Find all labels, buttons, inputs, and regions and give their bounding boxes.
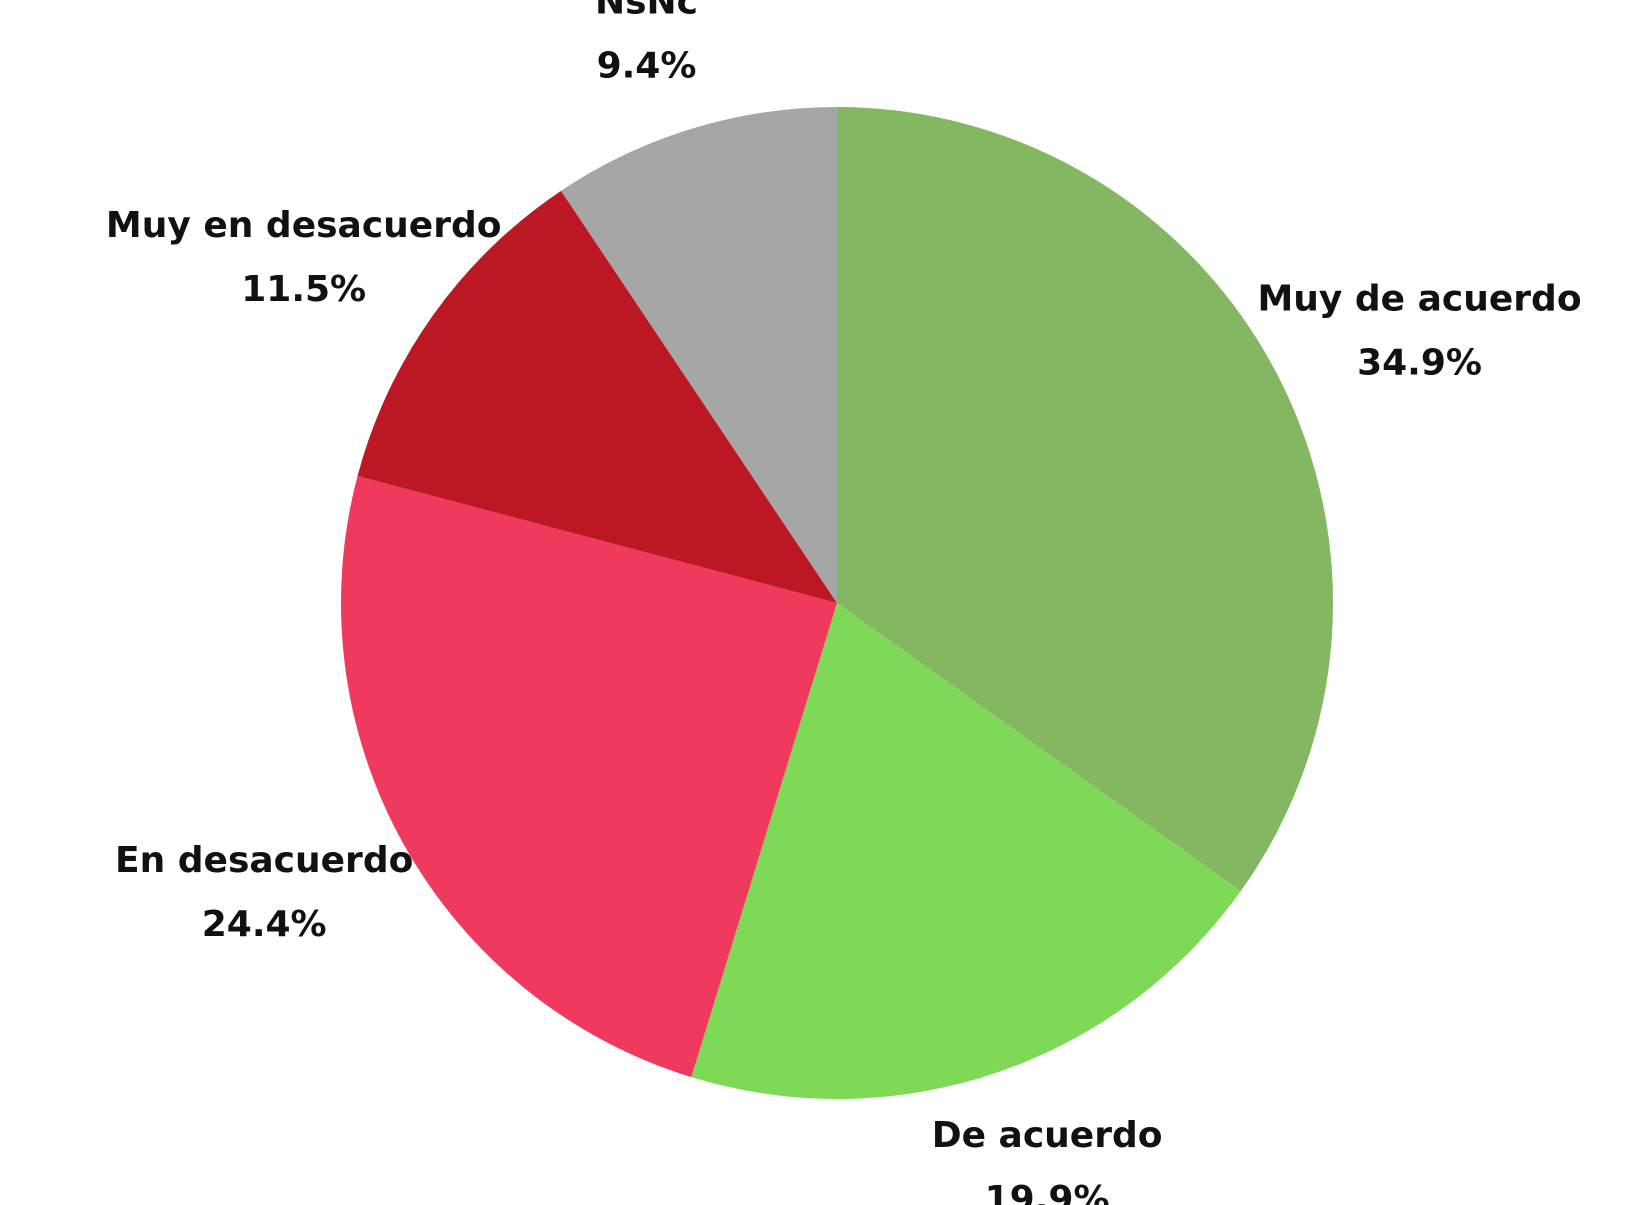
slice-label: En desacuerdo: [115, 840, 413, 881]
slice-label: NsNc: [595, 0, 698, 23]
slice-label: Muy en desacuerdo: [106, 205, 502, 246]
slice-value-label: 19.9%: [985, 1179, 1110, 1205]
pie-slice: [691, 603, 1241, 1099]
pie-slice: [357, 190, 837, 604]
slice-value-label: 9.4%: [597, 46, 697, 87]
pie-slice: [561, 107, 837, 603]
pie-slice: [341, 476, 837, 1078]
slice-value-label: 34.9%: [1357, 343, 1482, 384]
slice-value-label: 11.5%: [241, 269, 366, 310]
pie-slice: [837, 107, 1334, 892]
slice-label: Muy de acuerdo: [1257, 279, 1581, 320]
slice-value-label: 24.4%: [202, 904, 327, 945]
slice-label: De acuerdo: [932, 1115, 1163, 1156]
